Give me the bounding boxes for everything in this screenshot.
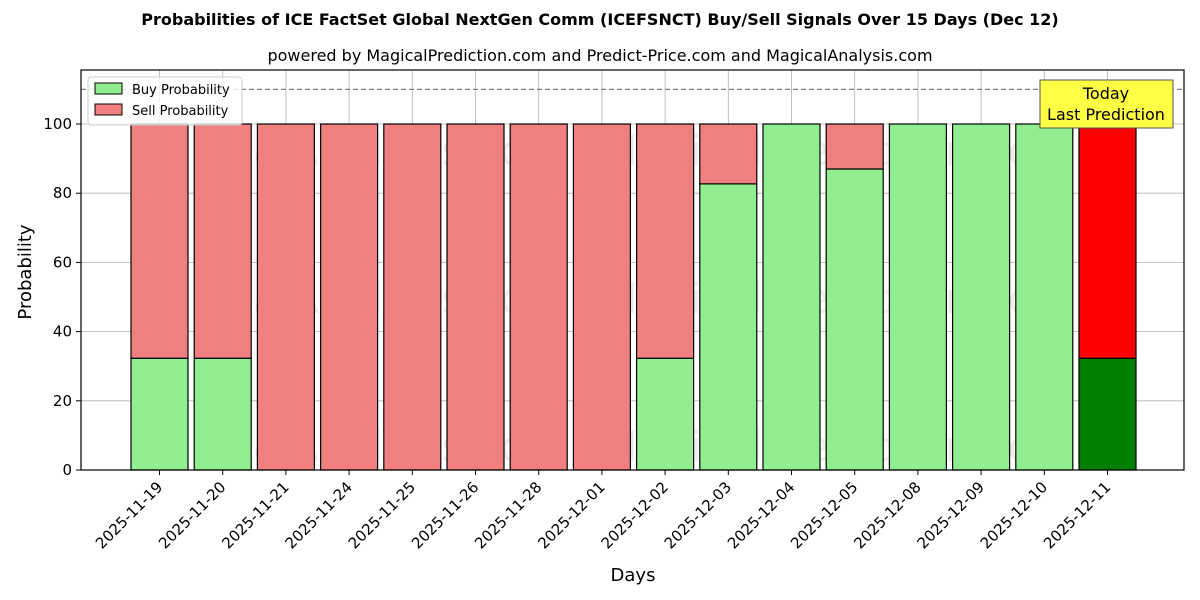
sell-bar (383, 123, 442, 471)
bar-group (509, 123, 568, 471)
sell-bar (572, 123, 632, 471)
x-tick-label: 2025-11-28 (471, 478, 545, 552)
sell-bar (825, 123, 884, 170)
sell-bar (130, 123, 189, 359)
y-tick-label: 60 (53, 253, 72, 271)
bars (130, 123, 1137, 471)
sell-bar (256, 123, 315, 471)
legend-sell-swatch (94, 103, 123, 116)
sell-bar (446, 123, 505, 471)
y-tick-label: 40 (53, 323, 72, 341)
chart-subtitle: powered by MagicalPrediction.com and Pre… (267, 46, 933, 65)
bar-group (320, 123, 379, 471)
sell-bar (1078, 123, 1137, 359)
y-axis-label: Probability (15, 224, 36, 319)
x-tick-label: 2025-12-09 (914, 478, 988, 552)
x-tick-label: 2025-12-02 (598, 478, 672, 552)
y-tick-label: 100 (43, 115, 72, 133)
x-tick-label: 2025-11-26 (408, 478, 482, 552)
x-tick-label: 2025-11-25 (345, 478, 419, 552)
sell-bar (509, 123, 568, 471)
y-tick-label: 0 (62, 461, 72, 479)
bar-group (256, 123, 315, 471)
bar-group (951, 123, 1011, 471)
bar-group (446, 123, 505, 471)
buy-bar (825, 168, 884, 471)
buy-bar (762, 123, 821, 471)
buy-bar (193, 357, 252, 471)
bar-group (635, 123, 695, 471)
bar-group (130, 123, 189, 471)
x-tick-label: 2025-11-21 (218, 478, 292, 552)
buy-bar (130, 357, 189, 471)
bar-group (1078, 123, 1137, 471)
x-tick-label: 2025-11-24 (282, 478, 356, 552)
x-tick-label: 2025-11-20 (155, 478, 229, 552)
x-tick-label: 2025-11-19 (92, 478, 166, 552)
annotation-line1: Today (1082, 84, 1129, 103)
y-tick-label: 20 (53, 392, 72, 410)
buy-bar (635, 357, 695, 471)
bar-group (193, 123, 252, 471)
bar-group (572, 123, 632, 471)
bar-group (699, 123, 758, 471)
buy-bar (1015, 123, 1074, 471)
sell-bar (193, 123, 252, 359)
bar-group (383, 123, 442, 471)
today-annotation: Today Last Prediction (1039, 79, 1174, 129)
bar-group (888, 123, 948, 471)
x-tick-label: 2025-12-05 (787, 478, 861, 552)
x-tick-label: 2025-12-10 (977, 478, 1051, 552)
x-axis-label: Days (611, 565, 656, 586)
legend: Buy Probability Sell Probability (87, 76, 243, 126)
bar-group (762, 123, 821, 471)
sell-bar (699, 123, 758, 185)
x-tick-label: 2025-12-08 (850, 478, 924, 552)
sell-bar (320, 123, 379, 471)
y-axis-ticks: 0 20 40 60 80 100 (43, 115, 81, 479)
plot-frame (80, 69, 1185, 471)
bar-group (1015, 123, 1074, 471)
y-tick-label: 80 (53, 184, 72, 202)
buy-bar (699, 183, 758, 471)
legend-buy-swatch (94, 82, 123, 95)
legend-buy-label: Buy Probability (132, 83, 230, 98)
buy-bar (888, 123, 948, 471)
chart-title: Probabilities of ICE FactSet Global Next… (141, 10, 1059, 29)
buy-bar (1078, 357, 1137, 471)
x-tick-label: 2025-12-04 (724, 478, 798, 552)
legend-sell-label: Sell Probability (132, 104, 229, 119)
buy-bar (951, 123, 1011, 471)
sell-bar (635, 123, 695, 359)
x-tick-label: 2025-12-11 (1040, 478, 1114, 552)
bar-group (825, 123, 884, 471)
x-tick-label: 2025-12-01 (534, 478, 608, 552)
x-axis-ticks: 2025-11-192025-11-202025-11-212025-11-24… (92, 470, 1114, 552)
annotation-line2: Last Prediction (1047, 105, 1165, 124)
x-tick-label: 2025-12-03 (661, 478, 735, 552)
